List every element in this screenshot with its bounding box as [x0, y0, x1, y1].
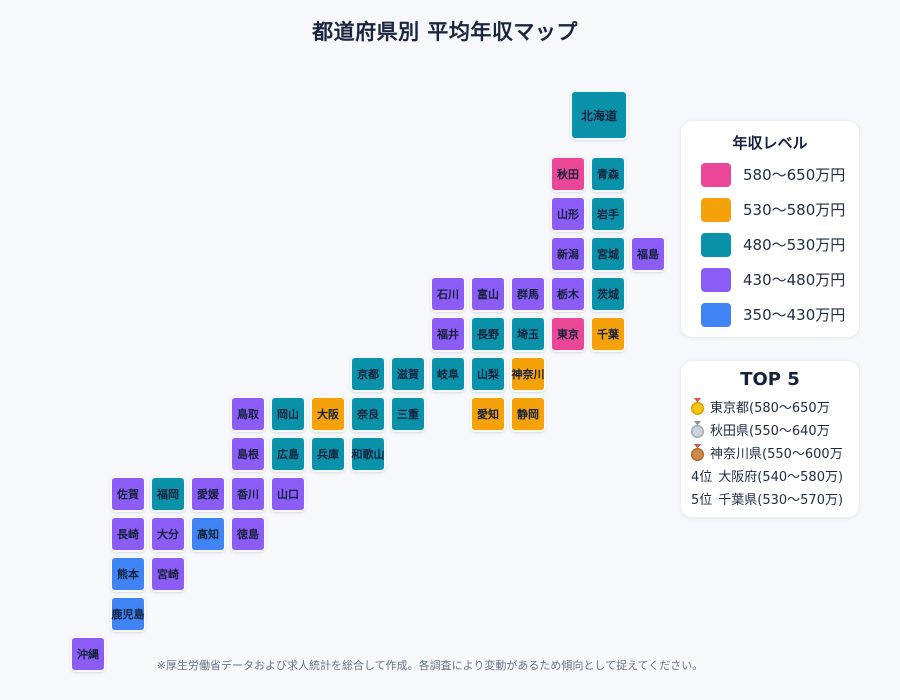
- tile-ibaraki: 茨城: [590, 276, 626, 312]
- tile-wakayama: 和歌山: [350, 436, 386, 472]
- tile-okinawa: 沖縄: [70, 636, 106, 672]
- tile-gifu: 岐阜: [430, 356, 466, 392]
- legend-label: 580〜650万円: [743, 166, 846, 184]
- tile-kanagawa: 神奈川: [510, 356, 546, 392]
- tile-yamagata: 山形: [550, 196, 586, 232]
- tile-shiga: 滋賀: [390, 356, 426, 392]
- tile-kagawa: 香川: [230, 476, 266, 512]
- top5-text: 秋田県(550〜640万: [710, 424, 830, 439]
- tile-tottori: 鳥取: [230, 396, 266, 432]
- tile-toyama: 富山: [470, 276, 506, 312]
- top5-text: 大阪府(540〜580万): [718, 470, 844, 485]
- tile-kochi: 高知: [190, 516, 226, 552]
- tile-oita: 大分: [150, 516, 186, 552]
- tile-mie: 三重: [390, 396, 426, 432]
- tile-fukushima: 福島: [630, 236, 666, 272]
- top5-item: 神奈川県(550〜600万: [681, 441, 859, 464]
- silver-medal-icon: [691, 424, 704, 438]
- legend-item: 430〜480万円: [681, 262, 859, 297]
- tile-yamanashi: 山梨: [470, 356, 506, 392]
- top5-items: 東京都(580〜650万 秋田県(550〜640万 神奈川県(550〜600万 4位大…: [681, 395, 859, 510]
- legend-swatch: [701, 267, 731, 292]
- legend-label: 480〜530万円: [743, 236, 846, 254]
- tile-miyazaki: 宮崎: [150, 556, 186, 592]
- bronze-medal-icon: [691, 447, 704, 461]
- tile-kumamoto: 熊本: [110, 556, 146, 592]
- top5-text: 千葉県(530〜570万): [718, 493, 844, 508]
- legend-panel: 年収レベル 580〜650万円 530〜580万円 480〜530万円 430〜480…: [680, 120, 860, 338]
- tile-hokkaido: 北海道: [570, 90, 628, 140]
- legend-swatch: [701, 162, 731, 187]
- tile-niigata: 新潟: [550, 236, 586, 272]
- tile-saga: 佐賀: [110, 476, 146, 512]
- legend-swatch: [701, 197, 731, 222]
- top5-item: 4位 大阪府(540〜580万): [681, 464, 859, 487]
- tile-iwate: 岩手: [590, 196, 626, 232]
- legend-item: 480〜530万円: [681, 227, 859, 262]
- gold-medal-icon: [691, 401, 704, 415]
- tile-kyoto: 京都: [350, 356, 386, 392]
- tile-tochigi: 栃木: [550, 276, 586, 312]
- top5-item: 秋田県(550〜640万: [681, 418, 859, 441]
- top5-item: 5位 千葉県(530〜570万): [681, 487, 859, 510]
- tile-chiba: 千葉: [590, 316, 626, 352]
- tile-saitama: 埼玉: [510, 316, 546, 352]
- legend-swatch: [701, 302, 731, 327]
- top5-title: TOP 5: [740, 369, 800, 390]
- tile-tokushima: 徳島: [230, 516, 266, 552]
- legend-item: 580〜650万円: [681, 157, 859, 192]
- rank-label: 5位: [691, 493, 713, 508]
- tile-hiroshima: 広島: [270, 436, 306, 472]
- top5-text: 神奈川県(550〜600万: [710, 447, 843, 462]
- rank-label: 4位: [691, 470, 713, 485]
- tile-yamaguchi: 山口: [270, 476, 306, 512]
- tile-hyogo: 兵庫: [310, 436, 346, 472]
- tile-fukuoka: 福岡: [150, 476, 186, 512]
- tile-nagasaki: 長崎: [110, 516, 146, 552]
- legend-items: 580〜650万円 530〜580万円 480〜530万円 430〜480万円 350〜…: [681, 157, 859, 332]
- legend-label: 530〜580万円: [743, 201, 846, 219]
- legend-item: 350〜430万円: [681, 297, 859, 332]
- legend-swatch: [701, 232, 731, 257]
- source-note: ※厚生労働省データおよび求人統計を総合して作成。各調査により変動があるため傾向と…: [156, 659, 704, 672]
- tile-ishikawa: 石川: [430, 276, 466, 312]
- page-title: 都道府県別 平均年収マップ: [312, 20, 578, 44]
- tile-nara: 奈良: [350, 396, 386, 432]
- tile-shimane: 島根: [230, 436, 266, 472]
- top5-item: 東京都(580〜650万: [681, 395, 859, 418]
- tile-ehime: 愛媛: [190, 476, 226, 512]
- tile-akita: 秋田: [550, 156, 586, 192]
- tile-nagano: 長野: [470, 316, 506, 352]
- legend-label: 430〜480万円: [743, 271, 846, 289]
- tile-fukui: 福井: [430, 316, 466, 352]
- tile-okayama: 岡山: [270, 396, 306, 432]
- tile-aomori: 青森: [590, 156, 626, 192]
- legend-item: 530〜580万円: [681, 192, 859, 227]
- tile-gunma: 群馬: [510, 276, 546, 312]
- tile-shizuoka: 静岡: [510, 396, 546, 432]
- tile-miyagi: 宮城: [590, 236, 626, 272]
- legend-label: 350〜430万円: [743, 306, 846, 324]
- legend-title: 年収レベル: [732, 134, 808, 152]
- tile-kagoshima: 鹿児島: [110, 596, 146, 632]
- tile-osaka: 大阪: [310, 396, 346, 432]
- top5-panel: TOP 5 東京都(580〜650万 秋田県(550〜640万 神奈川県(550〜6…: [680, 360, 860, 518]
- top5-text: 東京都(580〜650万: [710, 401, 830, 416]
- tile-tokyo: 東京: [550, 316, 586, 352]
- tile-aichi: 愛知: [470, 396, 506, 432]
